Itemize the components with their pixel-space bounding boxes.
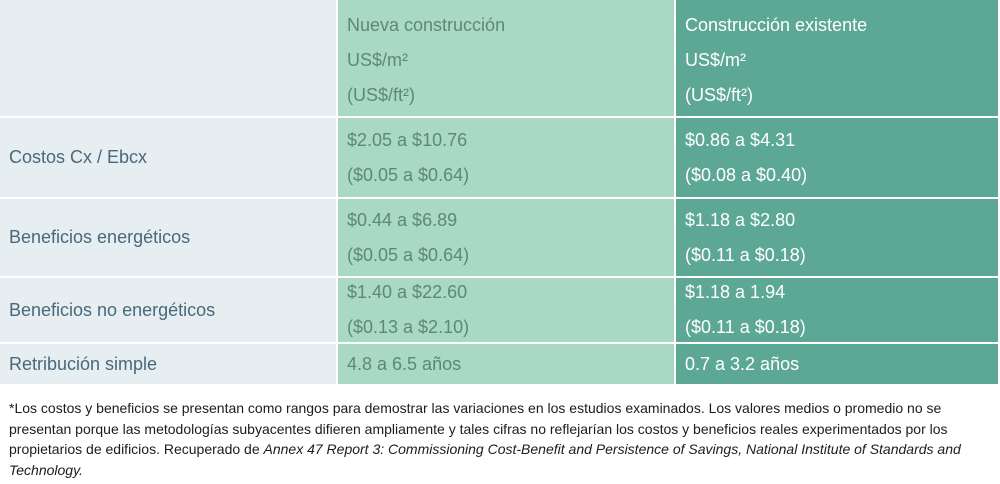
row-simple-payback-existing: 0.7 a 3.2 años <box>676 344 1000 386</box>
row-label-non-energy-benefits: Beneficios no energéticos <box>0 278 338 344</box>
header-new-unit-imperial: (US$/ft²) <box>347 85 416 105</box>
row-energy-benefits-new: $0.44 a $6.89 ($0.05 a $0.64) <box>338 199 676 278</box>
row-costs-new: $2.05 a $10.76 ($0.05 a $0.64) <box>338 118 676 199</box>
row-label-simple-payback: Retribución simple <box>0 344 338 386</box>
row-label-costs: Costos Cx / Ebcx <box>0 118 338 199</box>
row-label: Costos Cx / Ebcx <box>9 147 148 167</box>
value-imperial: ($0.05 a $0.64) <box>347 244 470 265</box>
value-imperial: ($0.11 a $0.18) <box>685 317 806 337</box>
value-years: 0.7 a 3.2 años <box>685 353 800 374</box>
value-metric: $1.18 a $2.80 <box>685 209 796 230</box>
value-imperial: ($0.13 a $2.10) <box>347 317 470 337</box>
value-metric: $0.86 a $4.31 <box>685 129 796 150</box>
comparison-table: Nueva construcción US$/m² (US$/ft²) Cons… <box>0 0 1000 386</box>
header-new-title: Nueva construcción <box>347 15 506 35</box>
row-label: Beneficios no energéticos <box>9 299 216 320</box>
header-existing-unit-imperial: (US$/ft²) <box>685 85 754 105</box>
footnote-source: Annex 47 Report 3: Commissioning Cost-Be… <box>9 441 961 478</box>
value-imperial: ($0.08 a $0.40) <box>685 164 808 185</box>
row-non-energy-benefits-existing: $1.18 a 1.94 ($0.11 a $0.18) <box>676 278 1000 344</box>
header-existing-unit-metric: US$/m² <box>685 50 747 70</box>
header-existing-title: Construcción existente <box>685 15 868 35</box>
value-metric: $1.18 a 1.94 <box>685 282 786 302</box>
row-label-energy-benefits: Beneficios energéticos <box>0 199 338 278</box>
value-imperial: ($0.05 a $0.64) <box>347 164 470 185</box>
row-simple-payback-new: 4.8 a 6.5 años <box>338 344 676 386</box>
row-energy-benefits-existing: $1.18 a $2.80 ($0.11 a $0.18) <box>676 199 1000 278</box>
value-years: 4.8 a 6.5 años <box>347 353 462 374</box>
footnote: *Los costos y beneficios se presentan co… <box>9 398 994 480</box>
row-label: Retribución simple <box>9 353 158 374</box>
footnote-text: *Los costos y beneficios se presentan co… <box>9 400 948 457</box>
value-metric: $1.40 a $22.60 <box>347 282 468 302</box>
header-corner-cell <box>0 0 338 118</box>
row-non-energy-benefits-new: $1.40 a $22.60 ($0.13 a $2.10) <box>338 278 676 344</box>
row-costs-existing: $0.86 a $4.31 ($0.08 a $0.40) <box>676 118 1000 199</box>
header-new-construction: Nueva construcción US$/m² (US$/ft²) <box>338 0 676 118</box>
value-metric: $0.44 a $6.89 <box>347 209 458 230</box>
header-existing-construction: Construcción existente US$/m² (US$/ft²) <box>676 0 1000 118</box>
value-metric: $2.05 a $10.76 <box>347 129 468 150</box>
row-label: Beneficios energéticos <box>9 227 191 247</box>
header-new-unit-metric: US$/m² <box>347 50 409 70</box>
value-imperial: ($0.11 a $0.18) <box>685 244 806 265</box>
